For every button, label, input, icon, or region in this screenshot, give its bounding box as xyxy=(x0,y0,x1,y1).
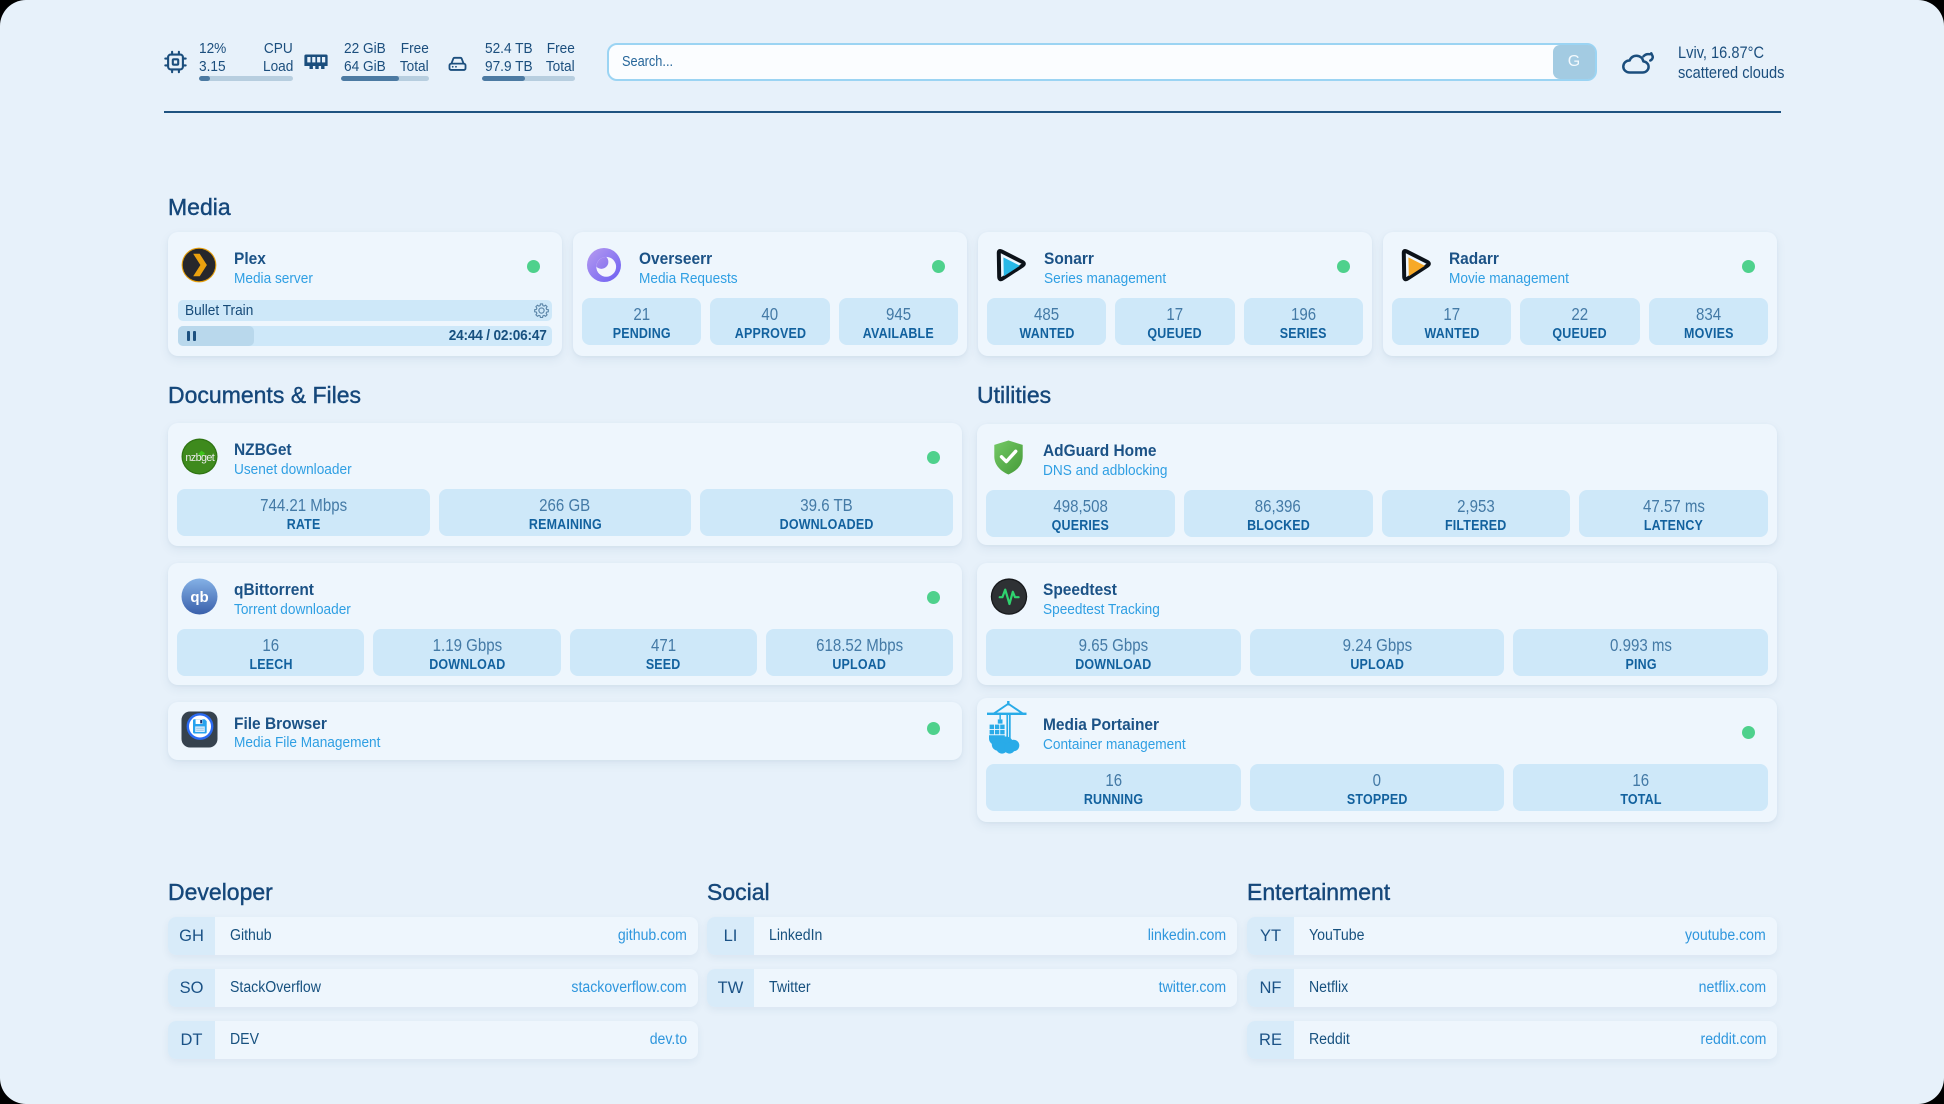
svg-text:qb: qb xyxy=(190,589,208,606)
svg-text:nzbget: nzbget xyxy=(185,452,214,464)
